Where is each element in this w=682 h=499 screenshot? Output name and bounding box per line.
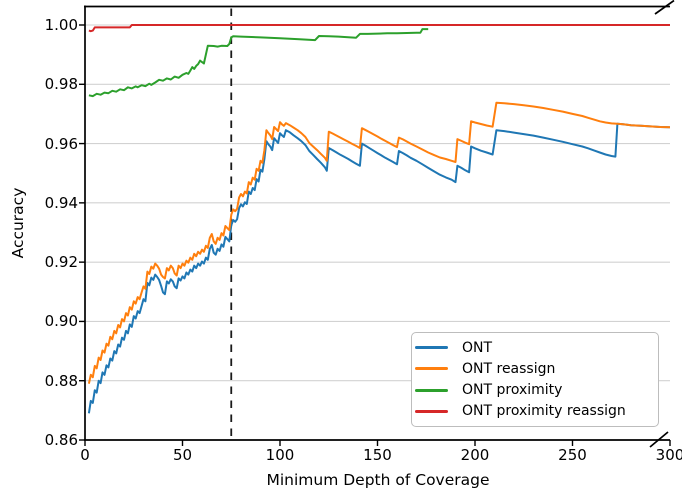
legend: ONT ONT reassign ONT proximity ONT proximit… xyxy=(411,332,659,427)
x-tick-label: 250 xyxy=(558,446,587,464)
legend-line-swatch xyxy=(415,346,448,350)
axis-break-mark-bottom xyxy=(649,431,669,448)
x-tick-label: 0 xyxy=(80,446,90,464)
series-line-ont xyxy=(87,122,671,414)
series-line-ont-proximity xyxy=(88,28,429,98)
series-line-ont-proximity-reassign xyxy=(88,24,670,33)
legend-item-ont-proximity: ONT proximity xyxy=(415,382,652,398)
y-tick-label: 0.94 xyxy=(44,193,78,212)
x-axis-title: Minimum Depth of Coverage xyxy=(266,471,490,489)
y-axis-title: Accuracy xyxy=(9,187,27,259)
axis-break-mark-top xyxy=(654,0,675,15)
x-tick-label: 150 xyxy=(363,446,392,464)
y-tick-label: 0.88 xyxy=(44,371,78,390)
legend-label: ONT proximity reassign xyxy=(462,403,626,420)
y-tick-label: 0.90 xyxy=(44,312,78,331)
legend-item-ont: ONT xyxy=(415,340,652,356)
y-tick-label: 0.92 xyxy=(44,253,78,272)
legend-line-swatch xyxy=(415,388,448,392)
y-tick-label: 0.98 xyxy=(44,75,78,94)
legend-line-swatch xyxy=(415,367,448,371)
x-tick-label: 200 xyxy=(460,446,490,464)
x-tick-label: 100 xyxy=(265,446,295,464)
legend-item-ont-reassign: ONT reassign xyxy=(415,361,652,377)
x-tick-label: 50 xyxy=(172,446,193,464)
y-tick-label: 0.96 xyxy=(44,134,78,153)
x-tick-label: 300 xyxy=(655,446,682,464)
legend-line-swatch xyxy=(415,409,448,413)
legend-item-ont-proximity-reassign: ONT proximity reassign xyxy=(415,403,652,419)
series-line-ont-reassign xyxy=(87,101,671,384)
legend-label: ONT reassign xyxy=(462,360,556,377)
legend-label: ONT xyxy=(462,339,493,356)
y-tick-label: 1.00 xyxy=(44,16,78,34)
y-tick-label: 0.86 xyxy=(44,431,78,449)
legend-label: ONT proximity xyxy=(462,382,563,399)
